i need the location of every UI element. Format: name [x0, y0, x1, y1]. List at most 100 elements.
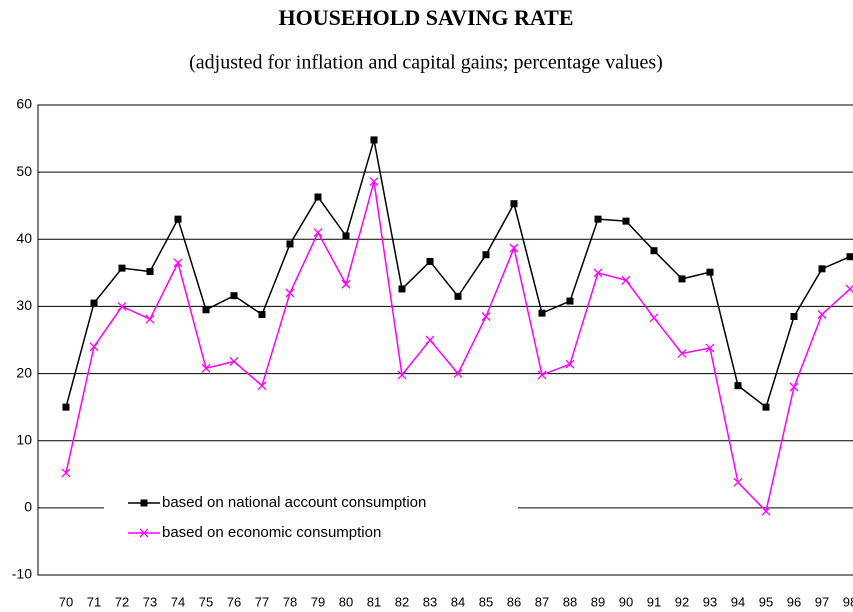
y-tick-label: 0	[24, 499, 32, 515]
marker	[846, 253, 853, 261]
y-tick-label: 40	[16, 230, 32, 246]
x-tick-label: 71	[87, 594, 101, 609]
legend-box	[104, 488, 518, 550]
x-tick-label: 76	[227, 594, 241, 609]
marker	[762, 403, 770, 411]
y-tick-label: 60	[16, 96, 32, 112]
x-tick-label: 91	[647, 594, 661, 609]
marker	[285, 288, 295, 298]
marker	[481, 312, 491, 321]
x-tick-label: 72	[115, 594, 129, 609]
x-tick-label: 96	[787, 594, 801, 609]
x-tick-label: 74	[171, 594, 185, 609]
y-tick-label: 10	[16, 431, 32, 447]
marker	[733, 477, 743, 487]
marker	[61, 468, 71, 478]
marker	[145, 314, 155, 324]
marker	[117, 301, 127, 311]
marker	[818, 265, 826, 273]
legend-marker	[139, 528, 149, 538]
marker	[677, 348, 687, 358]
chart-subtitle: (adjusted for inflation and capital gain…	[189, 52, 663, 74]
x-tick-label: 83	[423, 594, 437, 609]
x-tick-label: 78	[283, 594, 297, 609]
marker	[257, 381, 267, 391]
marker	[370, 136, 378, 144]
marker	[90, 299, 98, 307]
marker	[201, 363, 211, 373]
marker	[146, 268, 154, 276]
x-tick-label: 87	[535, 594, 549, 609]
x-tick-label: 70	[59, 594, 73, 609]
y-tick-label: 50	[16, 163, 32, 179]
marker	[622, 217, 630, 225]
x-tick-label: 90	[619, 594, 633, 609]
y-tick-label: 20	[16, 364, 32, 380]
x-tick-label: 89	[591, 594, 605, 609]
marker	[173, 258, 183, 268]
marker	[453, 369, 463, 379]
marker	[845, 284, 853, 294]
marker	[538, 309, 546, 317]
x-tick-label: 77	[255, 594, 269, 609]
x-tick-label: 98	[843, 594, 853, 609]
marker	[790, 313, 798, 320]
x-tick-label: 84	[451, 594, 465, 609]
x-tick-label: 85	[479, 594, 493, 609]
marker	[566, 297, 574, 305]
marker	[594, 215, 602, 223]
marker	[705, 343, 715, 353]
marker	[789, 382, 799, 392]
x-tick-label: 82	[395, 594, 409, 609]
x-tick-label: 94	[731, 594, 745, 609]
marker	[482, 251, 490, 259]
marker	[369, 177, 379, 187]
marker	[258, 310, 266, 318]
marker	[342, 232, 350, 240]
marker	[817, 310, 827, 319]
y-tick-label: -10	[12, 566, 32, 582]
marker	[734, 382, 742, 390]
marker	[425, 335, 435, 345]
marker	[314, 193, 322, 201]
x-tick-label: 88	[563, 594, 577, 609]
marker	[537, 370, 547, 380]
marker	[229, 357, 239, 366]
marker	[621, 275, 631, 285]
marker	[565, 359, 575, 369]
x-tick-label: 95	[759, 594, 773, 609]
marker	[706, 268, 714, 276]
marker	[649, 313, 659, 323]
marker	[761, 506, 771, 516]
marker	[313, 228, 323, 238]
legend-label: based on economic consumption	[162, 524, 381, 541]
marker	[509, 243, 519, 253]
marker	[286, 240, 294, 248]
marker	[230, 292, 238, 300]
marker	[678, 275, 686, 283]
x-tick-label: 75	[199, 594, 213, 609]
marker	[89, 342, 99, 352]
marker	[341, 279, 351, 289]
x-tick-label: 79	[311, 594, 325, 609]
x-tick-label: 80	[339, 594, 353, 609]
marker	[426, 257, 434, 265]
marker	[454, 292, 462, 300]
x-tick-label: 86	[507, 594, 521, 609]
marker	[593, 268, 603, 278]
legend-label: based on national account consumption	[162, 494, 426, 511]
y-tick-label: 30	[16, 297, 32, 313]
marker	[118, 264, 126, 272]
plot-frame	[37, 104, 853, 576]
marker	[174, 215, 182, 223]
x-tick-label: 73	[143, 594, 157, 609]
series-line	[65, 181, 851, 513]
x-tick-label: 92	[675, 594, 689, 609]
marker	[398, 285, 406, 293]
marker	[650, 247, 658, 255]
chart-title: HOUSEHOLD SAVING RATE	[278, 5, 573, 30]
marker	[62, 403, 70, 411]
x-tick-label: 97	[815, 594, 829, 609]
marker	[510, 200, 518, 208]
